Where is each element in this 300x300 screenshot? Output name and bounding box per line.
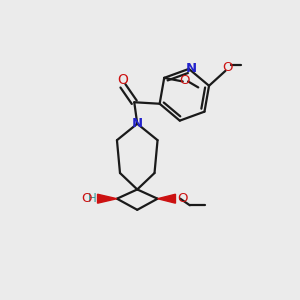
Text: H: H: [88, 192, 97, 205]
Text: O: O: [177, 192, 188, 205]
Text: N: N: [186, 62, 197, 75]
Text: O: O: [179, 74, 190, 87]
Text: O: O: [117, 74, 128, 88]
Polygon shape: [158, 194, 175, 203]
Text: O: O: [81, 192, 92, 205]
Polygon shape: [98, 194, 117, 203]
Text: N: N: [132, 117, 143, 130]
Text: O: O: [223, 61, 233, 74]
